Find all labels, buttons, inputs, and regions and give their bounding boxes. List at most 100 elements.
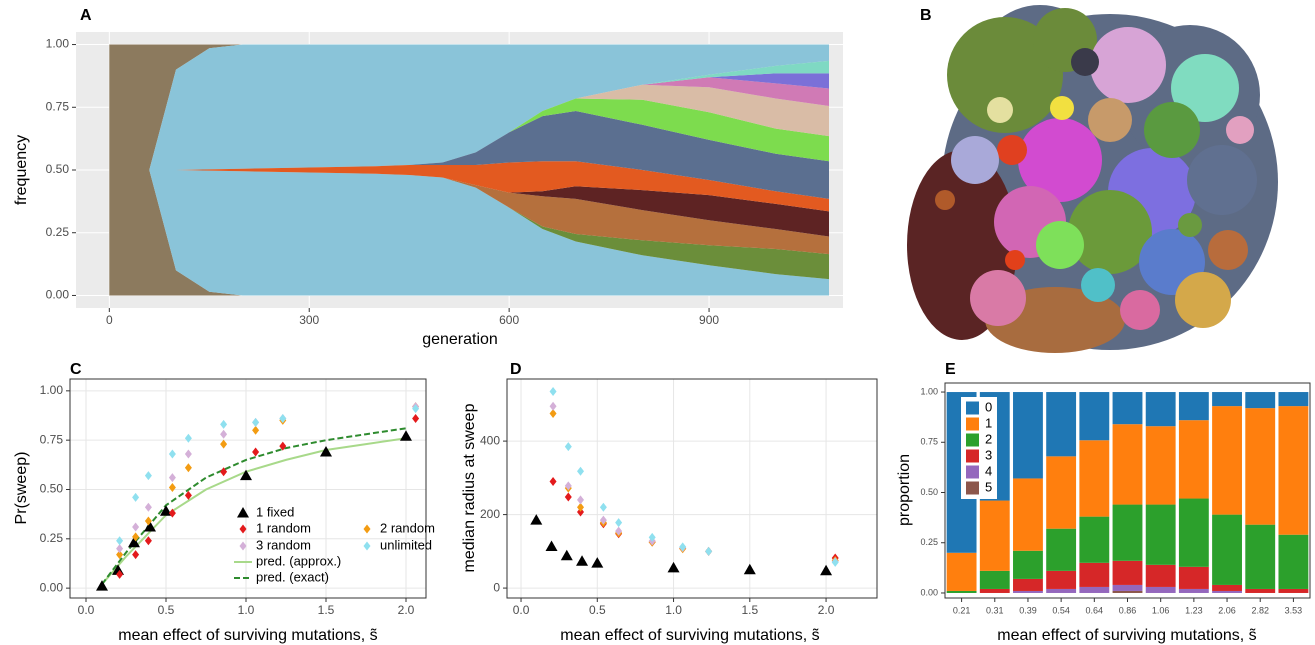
y-axis-title: median radius at sweep	[461, 403, 478, 572]
y-tick-label: 1.00	[920, 386, 938, 396]
clone-area	[109, 170, 830, 255]
bar-segment	[1145, 504, 1176, 565]
bar-segment	[1013, 392, 1043, 479]
diamond-point	[599, 502, 607, 512]
y-tick-label: 0.00	[920, 587, 938, 597]
y-tick-label: 0.25	[40, 531, 64, 545]
diamond-point	[132, 550, 140, 560]
y-tick-label: 0.00	[40, 580, 64, 594]
legend-key	[239, 541, 247, 551]
legend-key	[363, 524, 371, 534]
y-tick-label: 0.25	[46, 225, 70, 239]
panel-background	[507, 379, 877, 598]
diamond-point	[549, 409, 557, 419]
diamond-point	[577, 507, 585, 517]
triangle-point	[820, 564, 833, 576]
bar-segment	[1145, 426, 1176, 505]
legend-key	[966, 433, 979, 447]
bar-segment	[1079, 562, 1110, 587]
triangle-point	[400, 430, 412, 441]
bar-segment	[1212, 514, 1242, 585]
diamond-point	[577, 466, 585, 476]
diamond-point	[412, 404, 420, 414]
bar-segment	[1212, 584, 1242, 591]
x-tick-label: 0.5	[589, 603, 606, 617]
x-tick-label: 900	[699, 313, 719, 327]
x-tick-label: 0.54	[1052, 605, 1070, 615]
legend-label: 4	[985, 463, 992, 478]
diamond-point	[132, 492, 140, 502]
x-tick-label: 1.06	[1152, 605, 1170, 615]
clone-area	[109, 111, 830, 199]
bar-segment	[1145, 586, 1176, 593]
x-tick-label: 300	[299, 313, 319, 327]
legend-label: 2	[985, 431, 992, 446]
legend-key	[237, 507, 249, 518]
bar-segment	[1013, 478, 1043, 551]
legend-label: 3 random	[256, 537, 311, 552]
triangle-point	[320, 446, 332, 457]
diamond-point	[564, 442, 572, 452]
y-tick-label: 0	[493, 580, 500, 594]
bar-segment	[1245, 588, 1276, 593]
x-tick-label: 0.0	[78, 603, 95, 617]
panel-background	[70, 379, 426, 598]
x-axis-title: mean effect of surviving mutations, s̃	[118, 627, 377, 644]
clone-area	[109, 44, 830, 170]
panel-letter: A	[80, 7, 92, 24]
diamond-point	[168, 449, 176, 459]
diamond-point	[252, 425, 260, 435]
triangle-point	[128, 536, 140, 548]
bar-segment	[1112, 504, 1143, 561]
bar-segment	[1145, 564, 1176, 587]
bar-segment	[1245, 524, 1276, 589]
bar-segment	[1278, 588, 1309, 593]
triangle-point	[591, 557, 604, 568]
clone-area	[109, 161, 830, 212]
triangle-point	[743, 563, 756, 575]
x-axis-title: generation	[422, 331, 498, 348]
legend-label: unlimited	[380, 537, 432, 552]
bar-segment	[1079, 516, 1110, 563]
diamond-point	[116, 544, 124, 554]
diamond-point	[184, 449, 192, 459]
bar-segment	[979, 570, 1010, 589]
diamond-point	[549, 386, 557, 396]
bar-segment	[1079, 392, 1110, 441]
bar-segment	[1112, 392, 1143, 425]
diamond-point	[615, 518, 623, 528]
prediction-line	[101, 427, 407, 585]
clone-area	[109, 170, 830, 296]
diamond-point	[144, 516, 152, 526]
diamond-point	[577, 495, 585, 505]
diamond-point	[679, 542, 687, 552]
x-axis-title: mean effect of surviving mutations, s̃	[560, 627, 819, 644]
diamond-point	[184, 463, 192, 473]
diamond-point	[184, 433, 192, 443]
legend-label: pred. (approx.)	[256, 553, 341, 568]
legend-key	[363, 541, 371, 551]
triangle-point	[560, 549, 573, 561]
diamond-point	[168, 473, 176, 483]
bar-segment	[1145, 392, 1176, 427]
diamond-point	[132, 532, 140, 542]
x-tick-label: 1.5	[741, 603, 758, 617]
legend-label: 0	[985, 399, 992, 414]
clone-area	[109, 170, 830, 280]
bar-segment	[1046, 528, 1077, 571]
x-tick-label: 0.64	[1086, 605, 1104, 615]
legend-key	[239, 524, 247, 534]
x-tick-label: 3.53	[1285, 605, 1303, 615]
bar-segment	[1112, 560, 1143, 585]
x-tick-label: 0.31	[986, 605, 1004, 615]
diamond-point	[549, 401, 557, 411]
legend-key	[966, 449, 979, 463]
legend-label: 1 fixed	[256, 504, 294, 519]
triangle-point	[240, 469, 252, 481]
x-tick-label: 0.0	[513, 603, 530, 617]
diamond-point	[168, 483, 176, 493]
y-tick-label: 0.50	[40, 482, 64, 496]
diamond-point	[252, 417, 260, 427]
bar-segment	[979, 588, 1010, 593]
